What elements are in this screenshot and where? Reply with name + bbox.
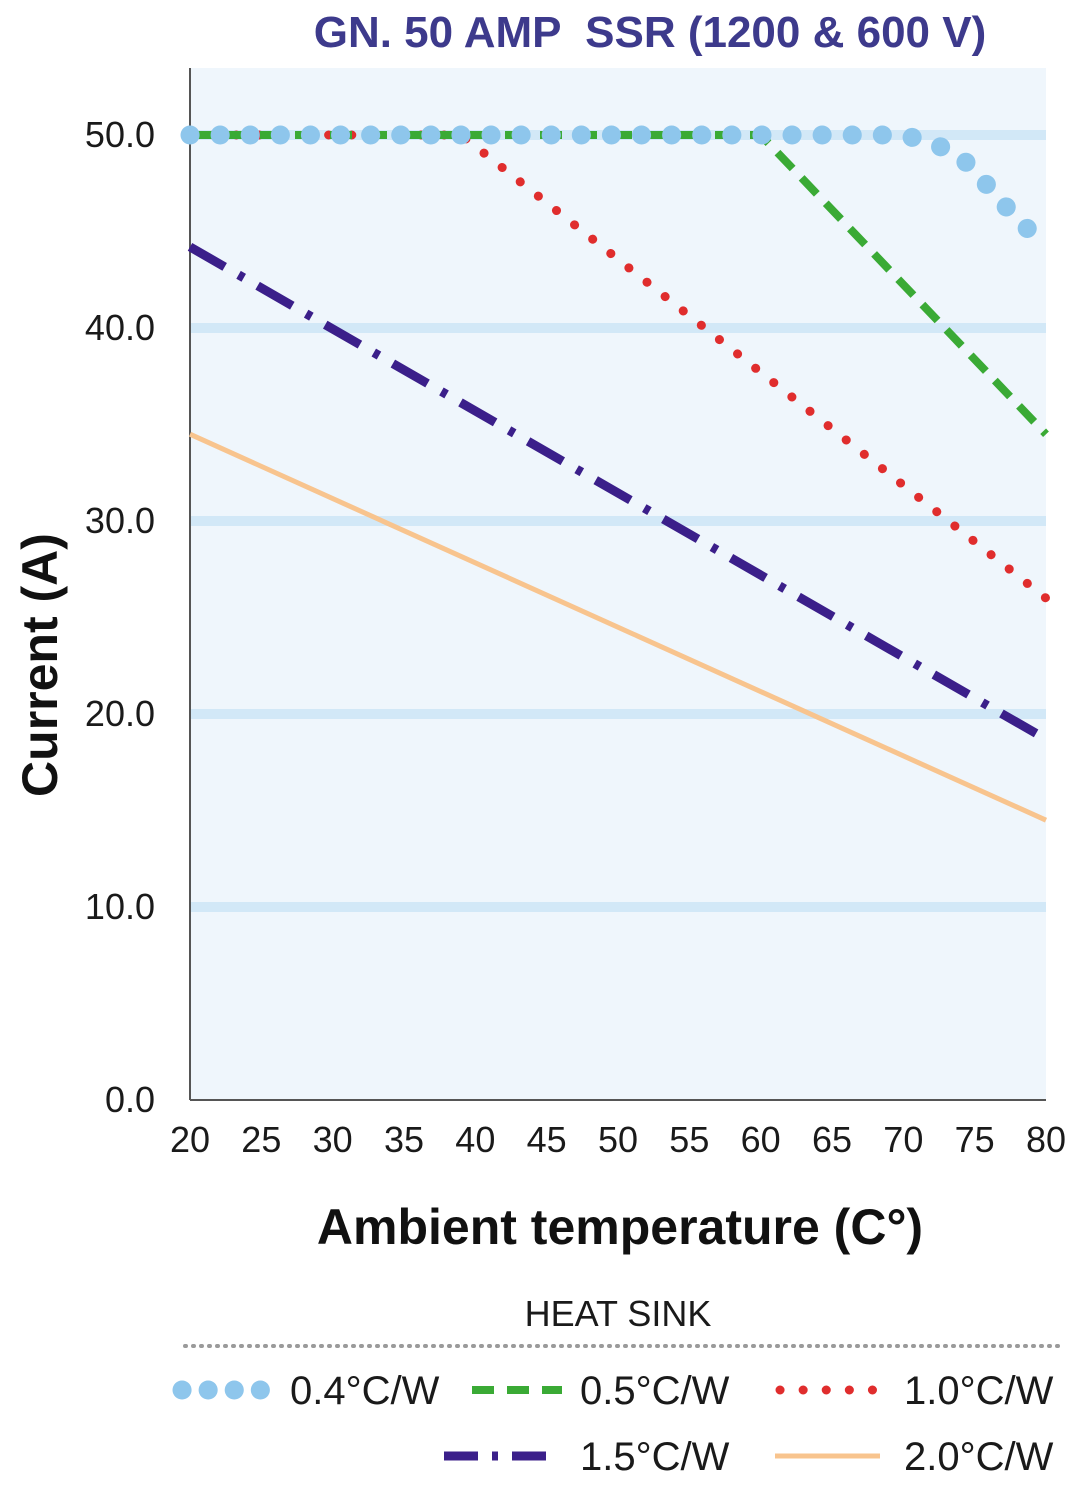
series-line [188, 431, 1048, 823]
x-tick-label: 65 [812, 1119, 852, 1160]
legend-label: 2.0°C/W [904, 1435, 1054, 1479]
x-tick-label: 25 [241, 1119, 281, 1160]
x-tick-label: 60 [741, 1119, 781, 1160]
legend-label: 1.0°C/W [904, 1369, 1054, 1413]
series-line [180, 125, 1056, 255]
x-tick-label: 45 [527, 1119, 567, 1160]
x-tick-label: 80 [1026, 1119, 1066, 1160]
y-tick-label: 40.0 [85, 307, 155, 348]
x-axis-label: Ambient temperature (C°) [317, 1199, 923, 1255]
legend-label: 0.4°C/W [290, 1369, 440, 1413]
x-tick-label: 20 [170, 1119, 210, 1160]
legend-label: 1.5°C/W [580, 1435, 730, 1479]
x-tick-label: 75 [955, 1119, 995, 1160]
y-tick-label: 20.0 [85, 693, 155, 734]
legend-title: HEAT SINK [525, 1293, 712, 1334]
chart-title: GN. 50 AMP SSR (1200 & 600 V) [313, 8, 987, 57]
y-tick-label: 10.0 [85, 886, 155, 927]
plot-area [190, 68, 1046, 1100]
x-tick-label: 35 [384, 1119, 424, 1160]
y-tick-label: 30.0 [85, 500, 155, 541]
y-axis-label: Current (A) [12, 533, 68, 797]
series-line [187, 242, 1049, 744]
x-tick-label: 50 [598, 1119, 638, 1160]
y-tick-label: 50.0 [85, 114, 155, 155]
x-tick-label: 40 [455, 1119, 495, 1160]
x-tick-label: 70 [883, 1119, 923, 1160]
x-tick-label: 55 [669, 1119, 709, 1160]
legend-label: 0.5°C/W [580, 1369, 730, 1413]
y-tick-label: 0.0 [105, 1079, 155, 1120]
x-tick-label: 30 [313, 1119, 353, 1160]
